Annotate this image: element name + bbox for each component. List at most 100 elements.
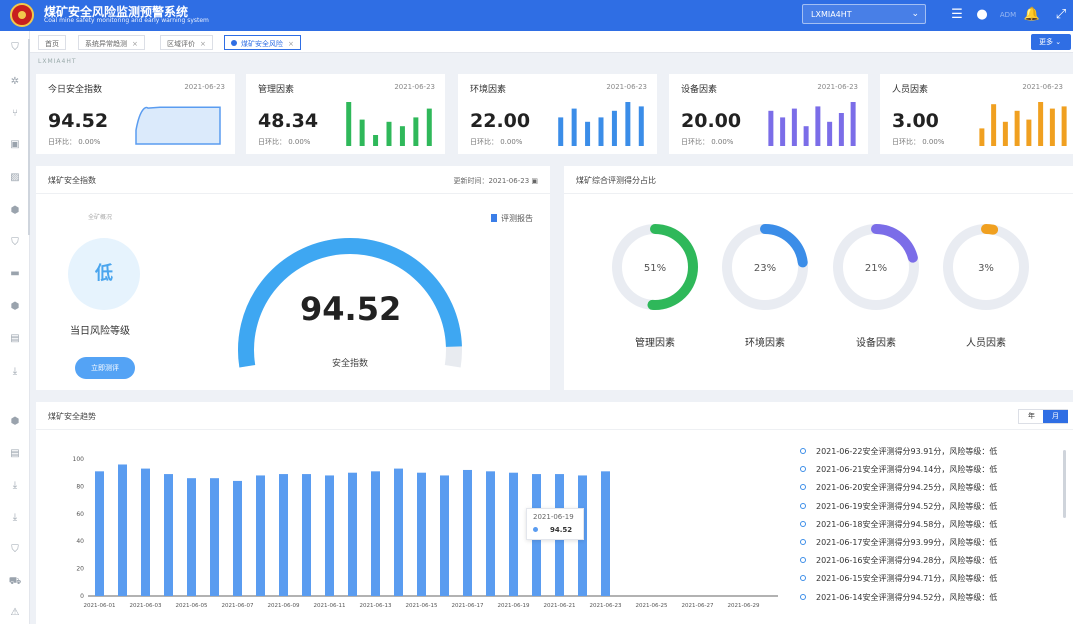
gauge-value: 94.52	[300, 290, 402, 328]
trend-bar[interactable]	[233, 480, 242, 596]
search-list-icon[interactable]: ☰	[951, 7, 963, 22]
download-icon[interactable]: ⤓	[12, 512, 18, 523]
log-item[interactable]: 2021-06-17安全评测得分93.99分，风险等级：低	[800, 537, 997, 555]
sidebar-scrollbar[interactable]	[28, 39, 30, 235]
panel-title: 煤矿综合评测得分占比	[576, 176, 656, 185]
bullet-icon	[800, 557, 806, 564]
kpi-card[interactable]: 人员因素 2021-06-23 3.00 日环比： 0.00%	[880, 74, 1073, 154]
donut-percent: 51%	[644, 263, 666, 274]
evaluate-now-button[interactable]: 立即测评	[75, 357, 135, 379]
log-item[interactable]: 2021-06-14安全评测得分94.52分，风险等级：低	[800, 592, 997, 610]
trend-bar[interactable]	[440, 475, 449, 596]
evaluation-report-link[interactable]: 评测报告	[491, 213, 533, 224]
download-icon[interactable]: ⤓	[12, 480, 18, 491]
kpi-sparkline	[558, 102, 644, 146]
toggle-month[interactable]: 月	[1043, 410, 1068, 423]
shield-check-icon[interactable]: ⛉	[11, 237, 19, 248]
x-tick-label: 2021-06-07	[222, 603, 254, 609]
log-item[interactable]: 2021-06-21安全评测得分94.14分，风险等级：低	[800, 464, 997, 482]
message-icon[interactable]: ▬	[10, 268, 20, 279]
x-tick-label: 2021-06-23	[590, 603, 622, 609]
trend-bar[interactable]	[95, 471, 104, 596]
trend-bar[interactable]	[486, 471, 495, 596]
trend-bar[interactable]	[302, 474, 311, 596]
sparkline-bar	[991, 104, 997, 146]
shield-icon[interactable]: ⛉	[11, 42, 19, 53]
y-tick-label: 80	[76, 483, 84, 490]
ratio-donut: 23%	[722, 224, 808, 310]
x-tick-label: 2021-06-01	[84, 603, 116, 609]
bell-icon[interactable]: 🔔	[1023, 7, 1041, 22]
box-icon[interactable]: ⬢	[10, 205, 20, 216]
trend-bar[interactable]	[256, 475, 265, 596]
trend-bar[interactable]	[164, 474, 173, 596]
user-avatar-icon[interactable]: ●	[976, 7, 988, 22]
trend-bar[interactable]	[279, 474, 288, 596]
ratio-donut: 51%	[612, 224, 698, 310]
kpi-card[interactable]: 今日安全指数 2021-06-23 94.52 日环比： 0.00%	[36, 74, 235, 154]
sparkline-bar	[558, 117, 564, 146]
kpi-value: 22.00	[470, 110, 531, 132]
trend-bar[interactable]	[371, 471, 380, 596]
warning-icon[interactable]: ⚠	[10, 607, 20, 618]
trend-bar[interactable]	[325, 475, 334, 596]
trend-bar[interactable]	[601, 471, 610, 596]
close-icon[interactable]: ×	[132, 40, 138, 48]
log-scrollbar[interactable]	[1063, 450, 1066, 518]
sidebar: ⛉ ✲ ⑂ ▣ ▨ ⬢ ⛉ ▬ ⬢ ▤ ⤓ ⬢ ▤ ⤓ ⤓ ⛉ ⛟ ⚠	[0, 31, 30, 624]
trend-bar[interactable]	[417, 472, 426, 596]
more-label: 更多	[1039, 38, 1053, 46]
update-time: 更新时间：2021-06-23 ▣	[453, 177, 538, 185]
panel-title: 煤矿安全指数	[48, 176, 96, 185]
tab-home[interactable]: 首页	[38, 35, 66, 50]
trend-bar[interactable]	[348, 472, 357, 596]
gauge-fill	[238, 238, 462, 368]
kpi-date: 2021-06-23	[1022, 83, 1063, 91]
trend-bar[interactable]	[210, 478, 219, 596]
cube-icon[interactable]: ⬢	[10, 416, 20, 427]
document-icon[interactable]: ▤	[10, 448, 20, 459]
kpi-day-ratio: 日环比： 0.00%	[892, 138, 945, 146]
log-item[interactable]: 2021-06-20安全评测得分94.25分，风险等级：低	[800, 482, 997, 500]
log-item[interactable]: 2021-06-16安全评测得分94.28分，风险等级：低	[800, 555, 997, 573]
branch-icon[interactable]: ⑂	[12, 108, 18, 119]
kpi-title: 人员因素	[892, 85, 929, 95]
user-name[interactable]: ADM	[999, 11, 1017, 19]
log-item[interactable]: 2021-06-15安全评测得分94.71分，风险等级：低	[800, 573, 997, 591]
tab-label: 首页	[45, 40, 59, 48]
tab-mine-safety-risk[interactable]: 煤矿安全风险 ×	[224, 35, 301, 50]
bullet-icon	[800, 593, 806, 600]
download-icon[interactable]: ⤓	[12, 366, 18, 377]
image-icon[interactable]: ▨	[10, 172, 20, 183]
truck-icon[interactable]: ⛟	[8, 576, 22, 587]
log-item[interactable]: 2021-06-22安全评测得分93.91分，风险等级：低	[800, 446, 997, 464]
more-button[interactable]: 更多 ⌄	[1031, 34, 1071, 50]
gear-icon[interactable]: ✲	[10, 76, 20, 87]
trend-bar[interactable]	[463, 469, 472, 596]
shield-check-icon[interactable]: ⛉	[11, 544, 19, 555]
toggle-year[interactable]: 年	[1028, 412, 1035, 420]
tab-region-eval[interactable]: 区域评价 ×	[160, 35, 213, 50]
fullscreen-icon[interactable]: ⤢	[1055, 7, 1067, 22]
close-icon[interactable]: ×	[288, 40, 294, 48]
trend-bar[interactable]	[394, 468, 403, 596]
kpi-card[interactable]: 环境因素 2021-06-23 22.00 日环比： 0.00%	[458, 74, 657, 154]
trend-bar[interactable]	[187, 478, 196, 596]
trend-bar[interactable]	[141, 468, 150, 596]
log-item[interactable]: 2021-06-18安全评测得分94.58分，风险等级：低	[800, 519, 997, 537]
donut-fill	[833, 224, 919, 310]
trend-bar-chart: 0 20 40 60 80 100 2021-06-01 2021-06-03 2021-06-…	[73, 456, 778, 609]
kpi-card[interactable]: 管理因素 2021-06-23 48.34 日环比： 0.00%	[246, 74, 445, 154]
close-icon[interactable]: ×	[200, 40, 206, 48]
trend-bar[interactable]	[509, 472, 518, 596]
tooltip-value: 94.52	[533, 526, 572, 534]
file-icon[interactable]: ▣	[10, 139, 20, 150]
layers-icon[interactable]: ▤	[10, 333, 20, 344]
x-tick-label: 2021-06-25	[636, 603, 668, 609]
log-item[interactable]: 2021-06-19安全评测得分94.52分，风险等级：低	[800, 501, 997, 519]
kpi-card[interactable]: 设备因素 2021-06-23 20.00 日环比： 0.00%	[669, 74, 868, 154]
trend-bar[interactable]	[118, 464, 127, 596]
mine-select[interactable]: LXMIA4HT ⌄	[802, 4, 926, 24]
tab-system-anomaly[interactable]: 系统异常趋测 ×	[78, 35, 145, 50]
cube-icon[interactable]: ⬢	[10, 301, 20, 312]
